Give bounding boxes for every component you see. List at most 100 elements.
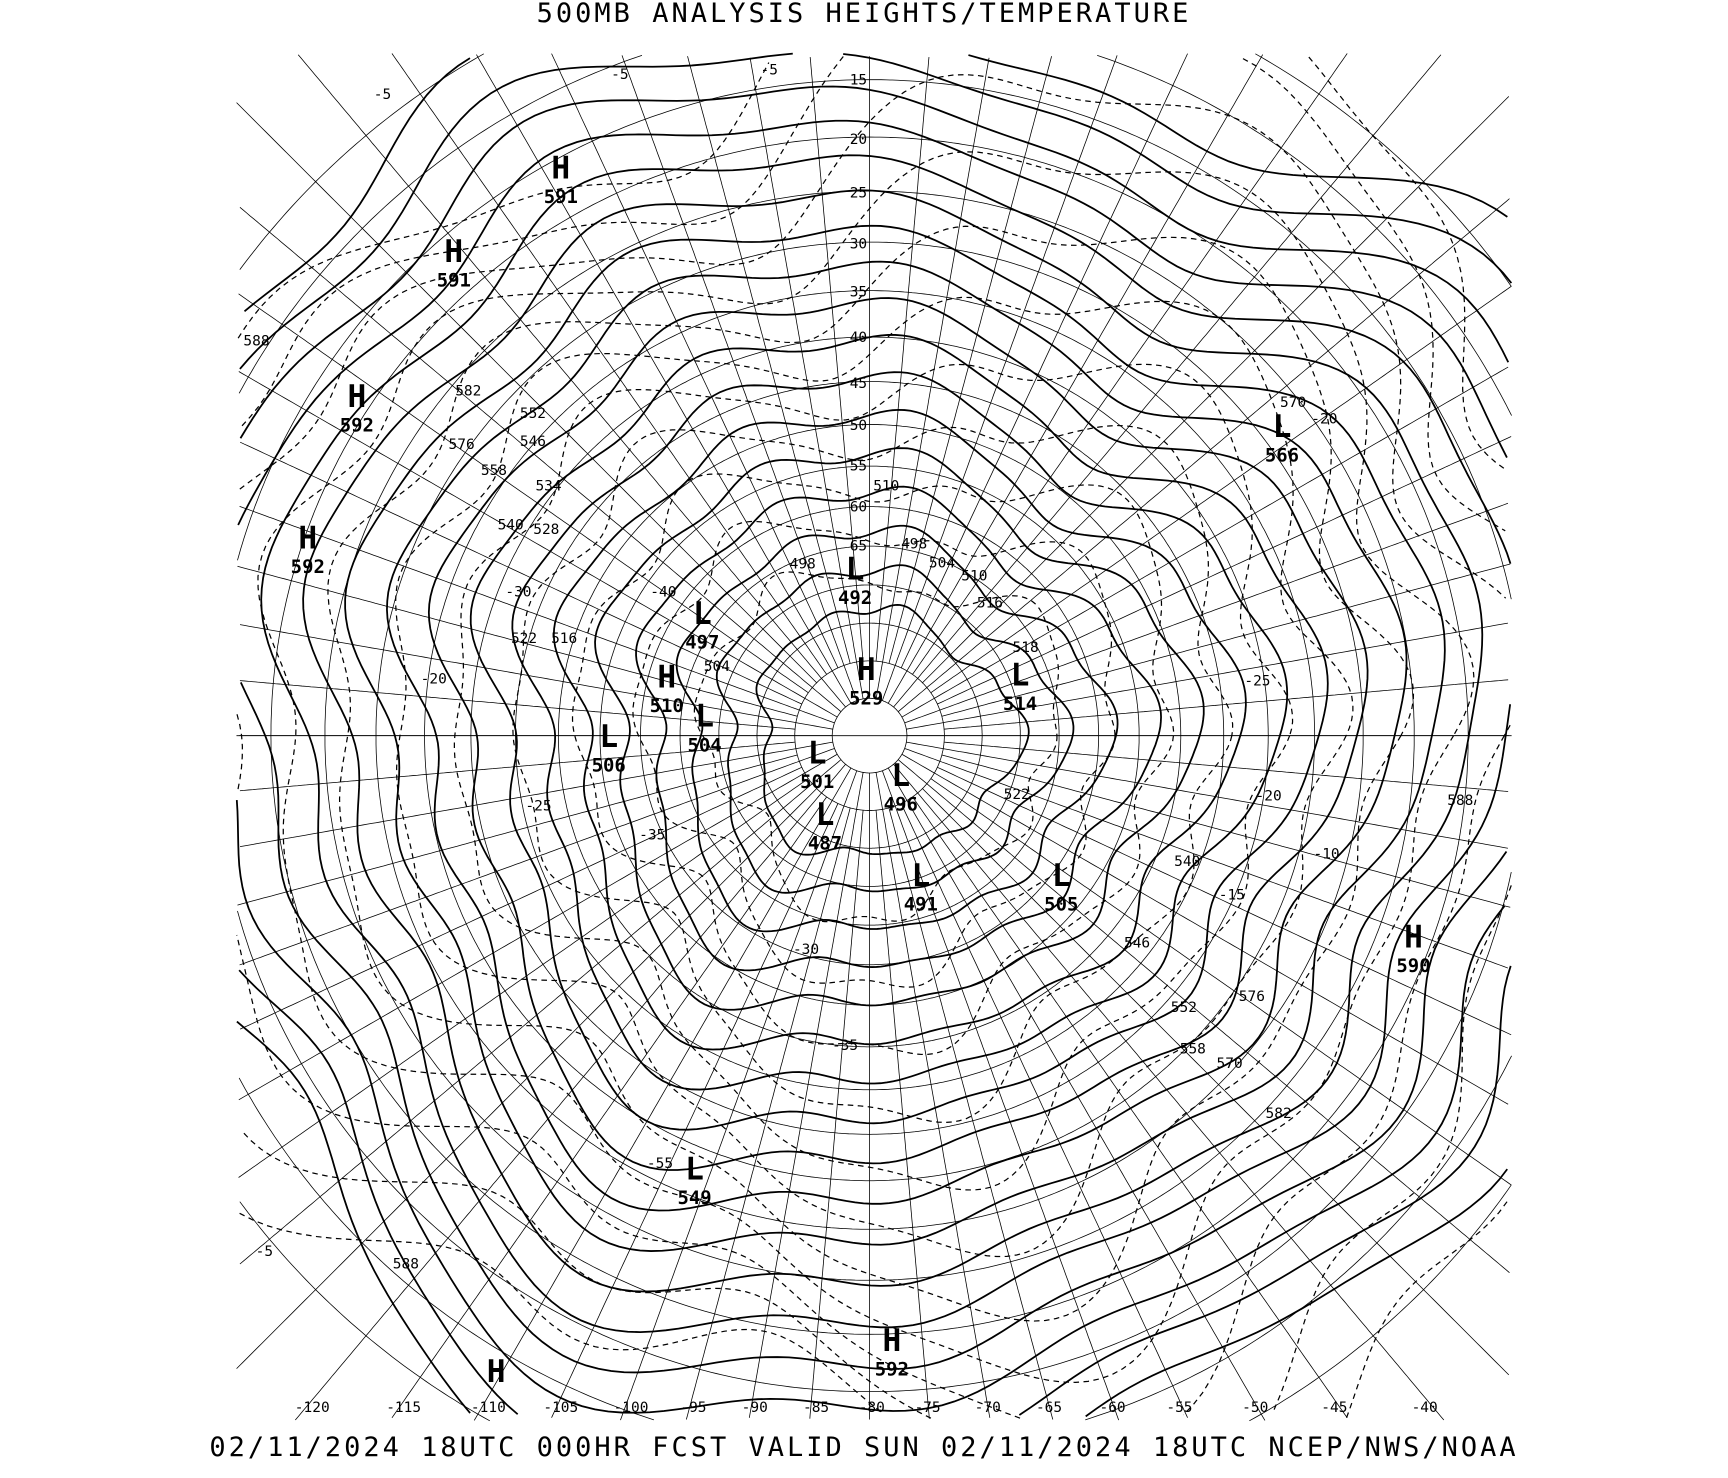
meridian-line — [912, 53, 1348, 675]
longitude-label: -75 — [914, 1400, 940, 1416]
temperature-contour-label: -35 — [639, 827, 665, 843]
temperature-contour-label: -25 — [525, 798, 551, 814]
meridian-line — [239, 680, 796, 730]
meridian-line — [239, 748, 835, 966]
longitude-label: -95 — [680, 1400, 706, 1416]
longitude-label: -60 — [1099, 1400, 1125, 1416]
temperature-contour — [512, 424, 1234, 1124]
pressure-center-value: 592 — [340, 414, 374, 436]
temperature-contour-label: -20 — [1256, 788, 1282, 804]
meridian-line — [551, 803, 839, 1418]
latitude-label: 50 — [850, 418, 867, 434]
pressure-center-value: 506 — [592, 754, 626, 776]
height-contour-label: 534 — [535, 478, 561, 494]
meridian-line — [239, 624, 833, 730]
meridian-line — [922, 788, 1510, 1376]
meridian-line — [239, 759, 842, 1265]
temperature-contour — [241, 56, 1512, 1419]
height-contour-label: 528 — [533, 522, 559, 538]
meridian-line — [391, 53, 827, 675]
meridian-line — [875, 57, 990, 699]
pressure-center-value: 491 — [904, 894, 938, 916]
meridian-line — [476, 54, 852, 704]
longitude-label: -45 — [1321, 1400, 1347, 1416]
meridian-line — [893, 764, 1445, 1421]
height-contour-label: 582 — [455, 384, 481, 400]
low-pressure-marker: L — [1011, 657, 1030, 693]
height-contour-label: 540 — [498, 517, 524, 533]
longitude-label: -90 — [742, 1400, 768, 1416]
high-pressure-marker: H — [857, 652, 876, 688]
height-contour — [675, 524, 1119, 933]
low-pressure-marker: L — [599, 719, 618, 755]
meridian-line — [620, 770, 858, 1421]
high-pressure-marker: H — [444, 234, 463, 270]
height-contour — [260, 154, 1512, 1333]
meridian-line — [236, 788, 818, 1369]
pressure-center-value: 505 — [1044, 894, 1078, 916]
height-contour-label: 510 — [873, 478, 899, 494]
height-contour — [344, 224, 1446, 1252]
temperature-contour-label: -30 — [793, 942, 819, 958]
meridian-line — [901, 366, 1509, 718]
longitude-label: -110 — [471, 1400, 506, 1416]
meridian-line — [941, 563, 1511, 717]
meridian-line — [904, 748, 1509, 969]
meridian-line — [887, 767, 1266, 1421]
temperature-contour-label: -55 — [647, 1156, 673, 1172]
low-pressure-marker: L — [808, 736, 827, 772]
valid-time-caption: 02/11/2024 18UTC 000HR FCST VALID SUN 02… — [209, 1432, 1519, 1463]
meridian-line — [900, 53, 1188, 669]
high-pressure-marker: H — [657, 660, 676, 696]
pressure-center-value: 566 — [1265, 444, 1299, 466]
meridian-line — [900, 803, 1188, 1418]
low-pressure-marker: L — [1052, 858, 1071, 894]
meridian-line — [297, 54, 846, 708]
latitude-circle — [239, 53, 1512, 1422]
pressure-center-value: 496 — [884, 793, 918, 815]
latitude-label: 60 — [850, 500, 867, 516]
high-pressure-marker: H — [487, 1354, 506, 1390]
height-contour-label: 518 — [1013, 640, 1039, 656]
longitude-label: -70 — [975, 1400, 1001, 1416]
meridian-line — [239, 441, 802, 705]
meridian-line — [922, 96, 1510, 684]
height-contour-label: 498 — [790, 556, 816, 572]
temperature-contour — [327, 225, 1415, 1322]
temperature-contour-label: -30 — [505, 584, 531, 600]
pressure-center-value: 514 — [1003, 693, 1037, 715]
meridian-line — [937, 766, 1512, 1036]
height-contour — [237, 119, 1508, 1374]
height-contour — [469, 334, 1329, 1131]
height-contour-label: 582 — [1266, 1106, 1292, 1122]
height-contour-label: 552 — [1171, 1000, 1197, 1016]
meridian-line — [239, 506, 835, 724]
meridian-line — [237, 565, 798, 717]
longitude-label: -80 — [859, 1400, 885, 1416]
temperature-contour-label: -15 — [1219, 888, 1245, 904]
meridian-line — [238, 371, 838, 718]
latitude-circle — [237, 79, 1512, 1393]
meridian-line — [295, 764, 846, 1421]
meridian-line — [809, 810, 864, 1419]
height-contour — [238, 52, 1513, 1416]
height-contour-label: 516 — [551, 631, 577, 647]
pressure-center-value: 590 — [1396, 955, 1430, 977]
low-pressure-marker: L — [891, 758, 910, 794]
longitude-label: -55 — [1166, 1400, 1192, 1416]
meridian-line — [236, 102, 818, 684]
longitude-label: -100 — [614, 1400, 649, 1416]
pressure-center-value: 592 — [291, 556, 325, 578]
height-contours — [235, 52, 1513, 1418]
high-pressure-marker: H — [347, 379, 366, 415]
height-contour-label: 504 — [929, 555, 955, 571]
low-pressure-marker: L — [685, 1151, 704, 1187]
height-contour — [427, 297, 1369, 1171]
height-contour-label: 576 — [1239, 989, 1265, 1005]
height-contour-label: 540 — [1174, 854, 1200, 870]
meridian-line — [897, 198, 1510, 712]
pressure-center-value: 591 — [544, 186, 578, 208]
temperature-contour — [453, 363, 1294, 1191]
